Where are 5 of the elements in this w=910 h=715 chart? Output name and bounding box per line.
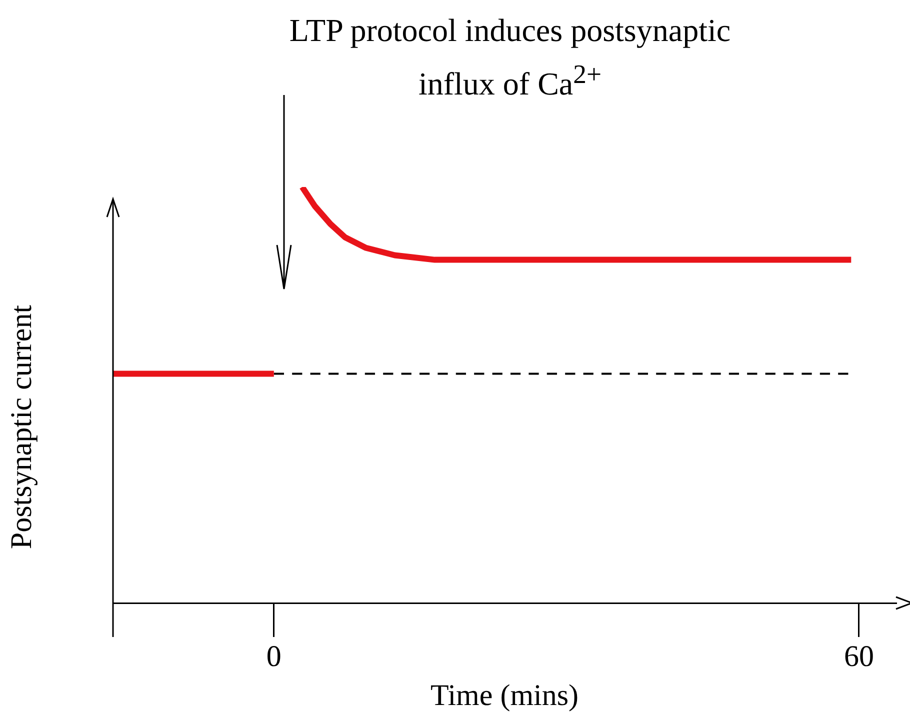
chart-title: LTP protocol induces postsynaptic influx of Ca$^{2+}$ (288, 11, 732, 104)
x-axis-title: Time (mins) (430, 678, 579, 712)
x-tick-label: 0 (266, 640, 282, 673)
x-tick-label: 60 (844, 640, 874, 673)
y-axis-title: Postsynaptic current (5, 304, 39, 552)
